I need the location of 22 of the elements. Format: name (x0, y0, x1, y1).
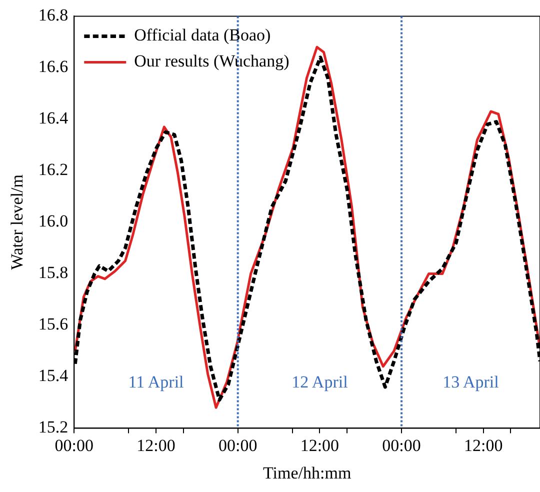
y-tick-label: 15.6 (38, 314, 68, 334)
annotation: 13 April (442, 372, 500, 392)
x-tick-label: 00:00 (54, 436, 94, 455)
x-tick-label: 12:00 (464, 436, 503, 455)
y-tick-label: 16.6 (38, 57, 68, 76)
x-tick-label: 00:00 (382, 436, 421, 455)
y-tick-label: 16.0 (38, 212, 68, 231)
x-tick-label: 00:00 (218, 436, 258, 455)
x-tick-label: 12:00 (300, 436, 340, 455)
y-tick-label: 15.8 (38, 263, 68, 282)
x-axis-title: Time/hh:mm (262, 463, 352, 482)
legend-label: Official data (Boao) (134, 26, 271, 45)
y-axis-title: Water level/m (8, 174, 27, 270)
y-tick-label: 15.4 (38, 366, 69, 386)
legend-label: Our results (Wuchang) (134, 52, 290, 71)
y-tick-label: 16.4 (38, 108, 69, 128)
y-tick-label: 15.2 (38, 418, 68, 437)
annotation: 12 April (292, 372, 348, 392)
x-tick-label: 12:00 (136, 436, 176, 455)
annotation: 11 April (128, 372, 184, 392)
y-tick-label: 16.8 (38, 6, 68, 25)
y-tick-label: 16.2 (38, 160, 68, 180)
